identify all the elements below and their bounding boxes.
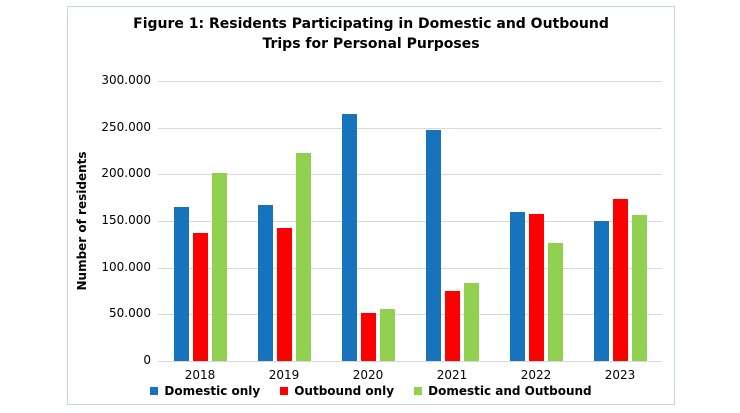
gridline [158,314,662,315]
legend-swatch-icon [150,387,159,395]
x-tick-label: 2022 [520,368,552,382]
legend-label: Outbound only [294,384,395,398]
bar-2020-domestic-only [342,114,357,361]
gridline [158,221,662,222]
chart-title-line1: Figure 1: Residents Participating in Dom… [133,16,609,32]
legend-item-domestic-and-outbound: Domestic and Outbound [414,384,592,398]
bar-2022-outbound-only [529,214,544,361]
y-axis-tick-labels: 0 50.000 100.000 150.000 200.000 250.000 300.0… [68,73,151,367]
figure-box: Figure 1: Residents Participating in Dom… [67,6,675,405]
legend-item-domestic-only: Domestic only [150,384,260,398]
legend-label: Domestic and Outbound [428,384,592,398]
x-tick-label: 2018 [184,368,216,382]
y-tick-label: 200.000 [101,166,151,181]
gridline [158,268,662,269]
bar-2023-outbound-only [613,199,628,361]
bar-2018-domestic-only [174,207,189,361]
x-axis-line [158,361,662,362]
gridline [158,174,662,175]
x-axis-tick-labels: 2018 2019 2020 2021 2022 2023 [158,368,662,386]
y-tick-label: 50.000 [109,306,151,321]
legend-swatch-icon [280,387,289,395]
bar-2021-domestic-only [426,130,441,361]
bar-2022-domestic-and-outbound [548,243,563,361]
bar-2021-outbound-only [445,291,460,361]
chart-title: Figure 1: Residents Participating in Dom… [68,14,674,54]
gridline [158,128,662,129]
gridline [158,81,662,82]
y-tick-label: 100.000 [101,259,151,274]
bar-2023-domestic-and-outbound [632,215,647,361]
bar-2022-domestic-only [510,212,525,361]
y-tick-label: 0 [143,353,151,367]
bar-2018-domestic-and-outbound [212,173,227,361]
y-tick-label: 250.000 [101,119,151,134]
y-tick-label: 300.000 [101,73,151,87]
bar-2019-outbound-only [277,228,292,361]
legend: Domestic only Outbound only Domestic and O… [68,384,674,398]
bar-2019-domestic-and-outbound [296,153,311,361]
bar-2019-domestic-only [258,205,273,361]
x-tick-label: 2019 [268,368,300,382]
chart-title-line2: Trips for Personal Purposes [262,36,480,52]
x-tick-label: 2020 [352,368,384,382]
bar-2021-domestic-and-outbound [464,283,479,361]
x-tick-label: 2023 [604,368,636,382]
y-tick-label: 150.000 [101,213,151,227]
legend-item-outbound-only: Outbound only [280,384,394,398]
bar-2018-outbound-only [193,233,208,361]
bar-2023-domestic-only [594,221,609,361]
plot-area [158,81,662,362]
legend-label: Domestic only [164,384,261,398]
x-tick-label: 2021 [436,368,468,382]
bar-2020-outbound-only [361,313,376,361]
bar-2020-domestic-and-outbound [380,309,395,361]
legend-swatch-icon [414,387,423,395]
